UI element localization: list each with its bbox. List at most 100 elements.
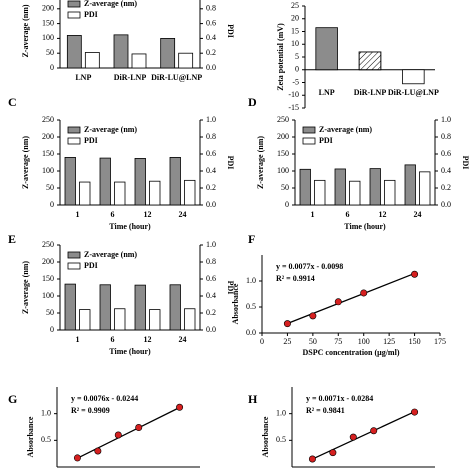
annotation: R² = 0.9841 (306, 406, 345, 415)
y-tick-label: 150 (42, 149, 54, 158)
y-tick-label: 0.5 (276, 435, 286, 444)
legend-swatch (67, 137, 81, 145)
y-tick-label: 0.5 (41, 435, 51, 444)
point (411, 408, 419, 416)
y-tick-label: 1.0 (206, 115, 216, 124)
y-tick-label: 200 (42, 132, 54, 141)
axis-title: PDI (461, 156, 470, 170)
y-tick-label: 0.8 (206, 132, 216, 141)
bar (314, 179, 326, 206)
y-tick-label: 250 (42, 115, 54, 124)
y-tick-label: 0.2 (441, 183, 451, 192)
point (283, 320, 291, 328)
legend-swatch (67, 126, 81, 134)
bar (334, 168, 346, 206)
point (411, 270, 419, 278)
y-tick-label: 50 (281, 183, 289, 192)
axis-title: Z-average (nm) (21, 261, 30, 314)
y-tick-label: 10 (291, 39, 299, 48)
x-tick-label: 0 (260, 337, 264, 346)
annotation: y = 0.0076x - 0.0244 (71, 394, 138, 403)
y-tick-label: 100 (42, 33, 54, 42)
y-tick-label: 20 (291, 14, 299, 23)
legend-label: Z-average (nm) (84, 0, 137, 8)
fit-line (287, 272, 415, 325)
panel-label: G (8, 392, 17, 406)
y-tick-label: 0.8 (206, 257, 216, 266)
y-tick-label: 1.0 (246, 276, 256, 285)
y-tick-label: 1.0 (206, 240, 216, 249)
bar (384, 179, 396, 206)
panel-label: E (8, 232, 16, 246)
y-tick-label: 0.2 (206, 48, 216, 57)
bar (131, 53, 147, 69)
y-tick-label: 200 (42, 4, 54, 13)
bar (79, 309, 91, 331)
y-tick-label: 50 (46, 183, 54, 192)
legend-swatch (67, 0, 81, 8)
y-tick-label: 0.8 (206, 4, 216, 13)
point (135, 424, 143, 432)
fit-line (312, 411, 415, 460)
x-axis-title: Time (hour) (344, 222, 386, 231)
x-tick-label: 25 (283, 337, 291, 346)
bar (113, 34, 129, 69)
y-tick-label: 0 (50, 200, 54, 209)
panel-label: C (8, 95, 17, 109)
axis-title: Absorbance (231, 283, 240, 324)
y-tick-label: 150 (42, 18, 54, 27)
y-tick-label: 0.4 (441, 166, 451, 175)
x-axis-title: DSPC concentration (μg/ml) (303, 348, 400, 357)
x-tick-label: 24 (179, 335, 187, 344)
y-tick-label: 0.6 (206, 18, 216, 27)
y-tick-label: 1.0 (441, 115, 451, 124)
y-tick-label: 0.6 (441, 149, 451, 158)
bar (178, 52, 194, 69)
annotation: R² = 0.9914 (276, 274, 315, 283)
bar (184, 308, 196, 331)
axis-title: PDI (226, 24, 235, 38)
x-tick-label: DiR-LU@LNP (151, 73, 202, 82)
y-tick-label: 100 (42, 166, 54, 175)
y-tick-label: 0.8 (441, 132, 451, 141)
x-tick-label: DiR-LU@LNP (388, 88, 439, 97)
legend-label: Z-average (nm) (319, 125, 372, 134)
legend-swatch (302, 126, 316, 134)
y-tick-label: 0 (50, 63, 54, 72)
x-tick-label: 1 (311, 210, 315, 219)
y-tick-label: 100 (42, 291, 54, 300)
x-tick-label: 24 (414, 210, 422, 219)
y-tick-label: -15 (288, 103, 299, 112)
bar (184, 179, 196, 206)
bar (99, 284, 111, 331)
x-tick-label: 24 (179, 210, 187, 219)
point (308, 455, 316, 463)
x-tick-label: 6 (111, 210, 115, 219)
axis-title: Zeta potential (mV) (276, 23, 285, 91)
x-tick-label: 1 (76, 210, 80, 219)
x-tick-label: 6 (111, 335, 115, 344)
y-tick-label: 200 (42, 257, 54, 266)
x-tick-label: 12 (379, 210, 387, 219)
annotation: y = 0.0071x - 0.0284 (306, 394, 373, 403)
x-tick-label: 175 (434, 337, 446, 346)
x-tick-label: 125 (383, 337, 395, 346)
legend-label: Z-average (nm) (84, 250, 137, 259)
x-tick-label: 6 (346, 210, 350, 219)
y-tick-label: 0 (285, 200, 289, 209)
point (309, 312, 317, 320)
bar (169, 284, 181, 331)
point (94, 447, 102, 455)
x-tick-label: LNP (75, 73, 91, 82)
x-axis-title: Time (hour) (109, 222, 151, 231)
bar (134, 284, 146, 331)
y-tick-label: 0 (295, 65, 299, 74)
bar (66, 35, 82, 69)
y-tick-label: 0.0 (246, 328, 256, 337)
y-tick-label: 250 (277, 115, 289, 124)
bar (114, 308, 126, 331)
bar (299, 168, 311, 206)
y-tick-label: 0.2 (206, 183, 216, 192)
legend-label: PDI (84, 10, 98, 19)
y-tick-label: 15 (291, 26, 299, 35)
